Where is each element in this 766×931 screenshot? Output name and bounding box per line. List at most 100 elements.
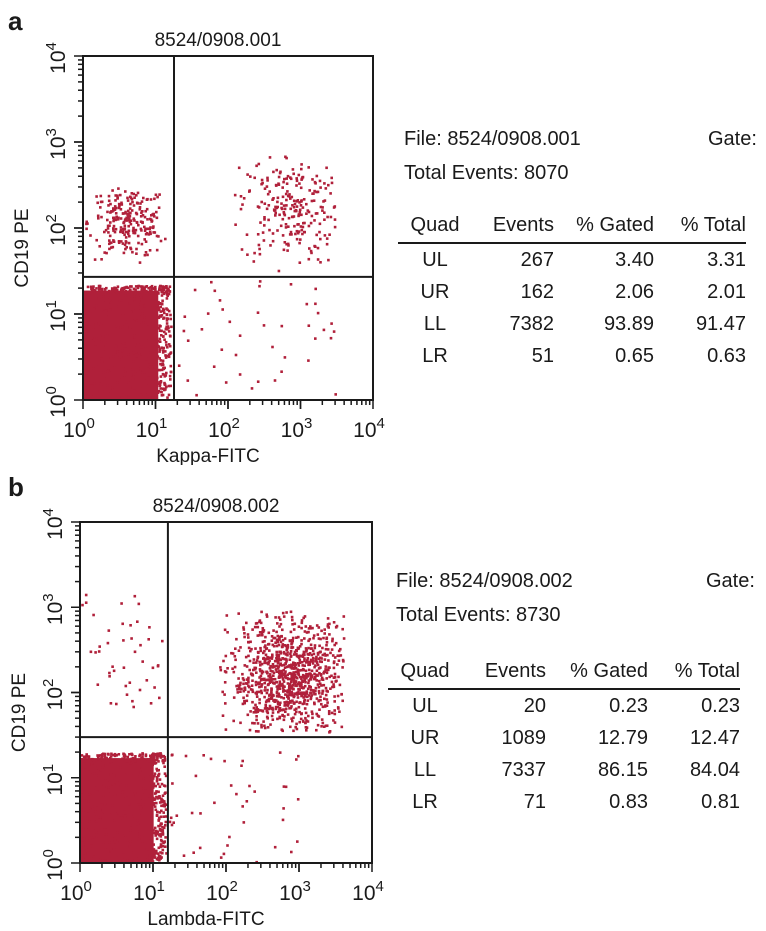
- data-point: [136, 285, 140, 289]
- data-point: [91, 792, 94, 795]
- data-point: [306, 720, 310, 723]
- data-point: [148, 794, 151, 798]
- data-point: [315, 697, 319, 700]
- data-point: [135, 252, 138, 255]
- data-point: [130, 752, 133, 756]
- data-point: [97, 650, 101, 653]
- data-point: [293, 202, 297, 206]
- data-point: [243, 635, 246, 639]
- data-point: [318, 230, 321, 234]
- data-point: [155, 837, 159, 841]
- data-point: [291, 699, 294, 702]
- value-cell: 7382: [509, 312, 555, 335]
- data-point: [270, 687, 273, 690]
- data-point: [257, 243, 261, 247]
- data-point: [135, 802, 138, 806]
- data-point: [154, 325, 158, 329]
- data-point: [328, 233, 331, 236]
- data-point: [239, 207, 243, 211]
- data-point: [126, 755, 130, 759]
- data-point: [305, 660, 309, 664]
- data-point: [115, 206, 118, 210]
- data-point: [155, 248, 159, 252]
- data-point: [130, 192, 134, 195]
- data-point: [297, 672, 300, 675]
- data-point: [292, 661, 295, 664]
- data-point: [84, 368, 87, 372]
- data-point: [131, 298, 134, 302]
- data-point: [300, 694, 303, 698]
- data-point: [321, 721, 325, 725]
- data-point: [317, 715, 321, 718]
- data-point: [320, 718, 324, 721]
- data-point: [126, 793, 129, 797]
- data-point: [134, 755, 137, 758]
- data-point: [293, 209, 297, 213]
- data-point: [161, 851, 164, 855]
- data-point: [297, 754, 300, 758]
- data-point: [119, 296, 123, 300]
- data-point: [303, 230, 306, 234]
- data-point: [81, 603, 84, 607]
- data-point: [144, 345, 147, 348]
- data-point: [148, 249, 152, 252]
- data-point: [337, 649, 341, 653]
- data-point: [125, 817, 129, 820]
- data-point: [282, 708, 285, 711]
- data-point: [160, 346, 163, 349]
- data-point: [159, 824, 162, 827]
- data-point: [139, 366, 143, 369]
- data-point: [309, 627, 313, 630]
- data-point: [242, 628, 246, 631]
- data-point: [334, 641, 338, 645]
- data-point: [213, 289, 217, 293]
- data-point: [157, 300, 160, 304]
- data-point: [268, 659, 271, 663]
- data-point: [312, 636, 315, 640]
- data-point: [113, 792, 117, 796]
- data-point: [120, 299, 123, 302]
- data-point: [264, 635, 267, 639]
- data-point: [279, 652, 283, 655]
- data-point: [333, 205, 337, 208]
- data-point: [342, 615, 346, 618]
- data-point: [151, 762, 155, 766]
- y-tick-label: 104: [40, 508, 67, 540]
- data-point: [258, 676, 261, 679]
- data-point: [288, 686, 291, 690]
- data-point: [169, 313, 172, 317]
- data-point: [323, 234, 327, 237]
- data-point: [116, 858, 119, 861]
- data-point: [122, 788, 126, 791]
- data-point: [333, 643, 336, 647]
- data-point: [114, 194, 117, 197]
- data-point: [277, 665, 281, 668]
- data-point: [122, 666, 126, 669]
- data-point: [158, 368, 162, 372]
- data-point: [130, 390, 134, 393]
- data-point: [127, 789, 131, 792]
- data-point: [271, 711, 275, 714]
- data-point: [114, 212, 118, 215]
- data-point: [156, 797, 159, 800]
- data-point: [278, 213, 281, 217]
- data-point: [116, 350, 119, 353]
- data-point: [143, 253, 147, 257]
- data-point: [326, 648, 330, 651]
- data-point: [96, 363, 100, 366]
- data-point: [125, 317, 129, 321]
- data-point: [245, 665, 249, 668]
- data-point: [146, 309, 149, 313]
- table-row: LR 71 0.83 0.81: [388, 786, 740, 818]
- data-point: [121, 286, 124, 290]
- data-point: [331, 637, 334, 641]
- data-point: [96, 214, 100, 218]
- data-point: [80, 786, 83, 789]
- data-point: [100, 309, 104, 312]
- data-point: [254, 708, 257, 712]
- data-point: [123, 342, 127, 346]
- data-point: [170, 823, 174, 827]
- data-point: [115, 353, 119, 357]
- data-point: [286, 653, 289, 657]
- data-point: [278, 669, 281, 673]
